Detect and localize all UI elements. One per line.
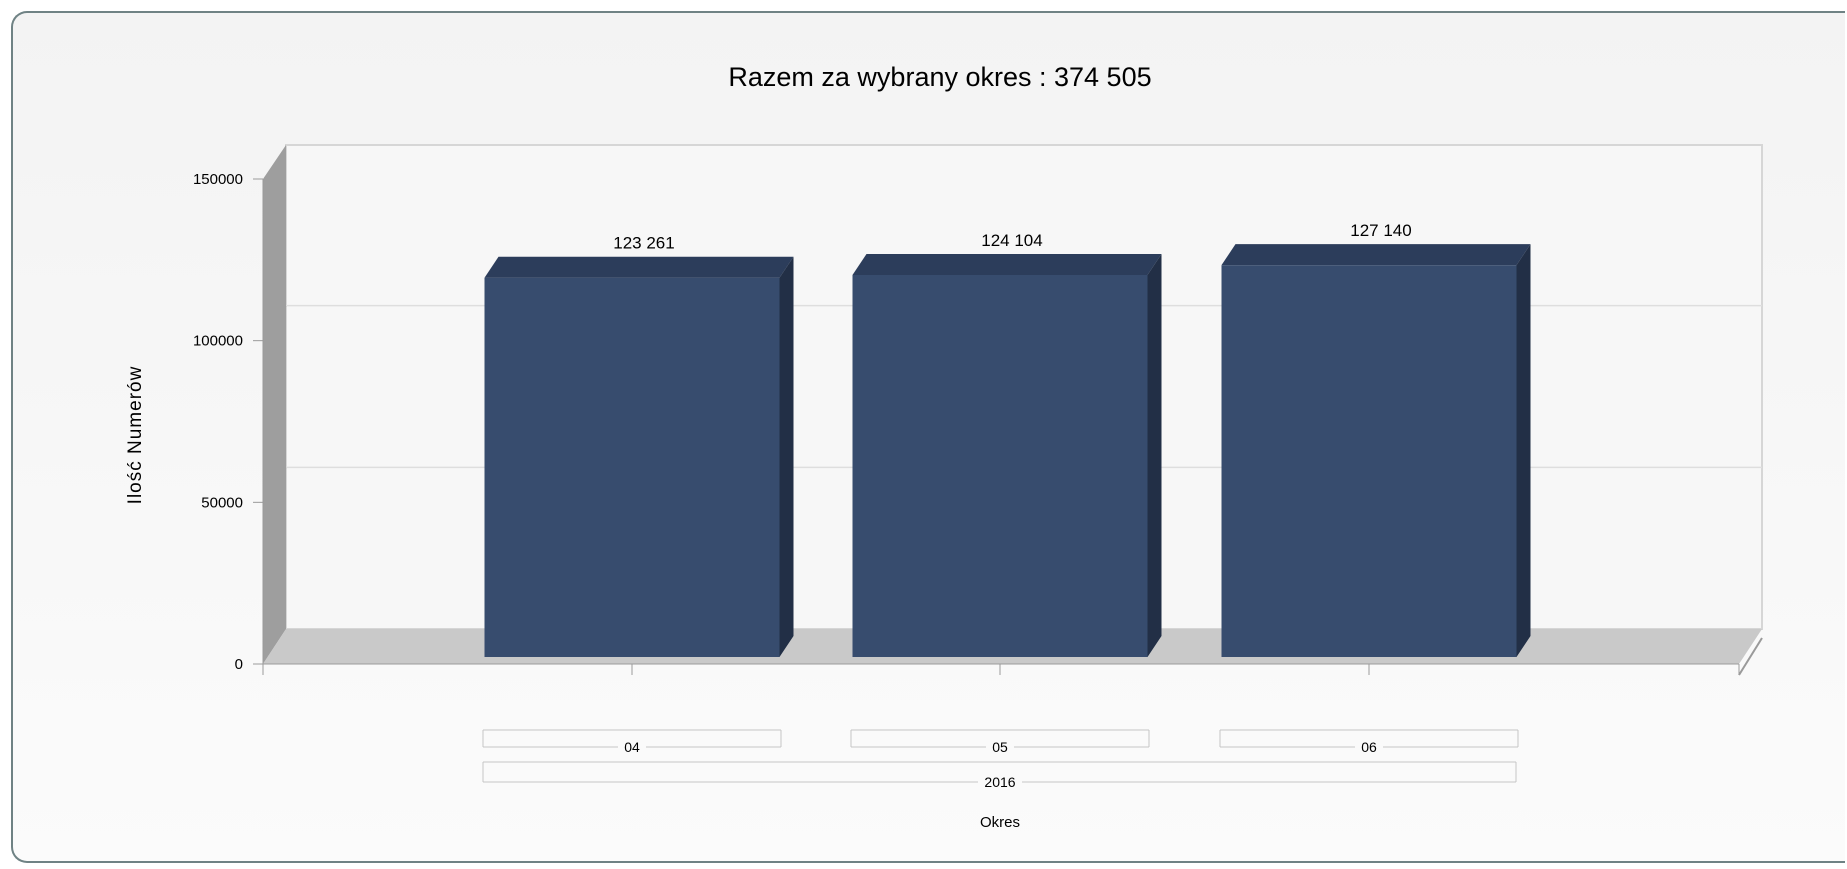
data-label: 123 261 bbox=[613, 234, 674, 253]
x-ticks bbox=[262, 664, 1740, 675]
bar-side bbox=[779, 256, 794, 657]
y-tick-label: 100000 bbox=[193, 333, 243, 350]
category-label: 04 bbox=[624, 739, 640, 755]
category-label: 05 bbox=[992, 739, 1008, 755]
y-tick-label: 0 bbox=[235, 656, 243, 673]
plot-left-wall bbox=[263, 145, 286, 664]
bar-side bbox=[1516, 244, 1531, 657]
bar-top bbox=[1221, 244, 1531, 266]
data-label: 124 104 bbox=[981, 231, 1042, 250]
category-label: 06 bbox=[1361, 739, 1377, 755]
bar-side bbox=[1147, 253, 1162, 657]
bar bbox=[1221, 265, 1517, 657]
group-label-2016: 2016 bbox=[984, 774, 1015, 790]
y-tick-label: 50000 bbox=[201, 494, 243, 511]
value-labels: 123 261 124 104 127 140 bbox=[613, 221, 1411, 253]
bar-top bbox=[852, 253, 1162, 275]
chart-title: Razem za wybrany okres : 374 505 bbox=[728, 62, 1151, 92]
y-axis-label: Ilość Numerów bbox=[125, 366, 146, 505]
x-axis-label: Okres bbox=[980, 814, 1020, 831]
bar bbox=[852, 274, 1148, 657]
bar-top bbox=[484, 256, 794, 278]
bars bbox=[484, 244, 1531, 657]
data-label: 127 140 bbox=[1350, 221, 1411, 240]
category-axis-labels: 04 05 06 bbox=[482, 729, 1519, 755]
floor-right-edge bbox=[1738, 637, 1763, 676]
y-tick-label: 150000 bbox=[193, 171, 243, 188]
y-ticks: 0 50000 100000 150000 bbox=[193, 171, 263, 673]
bar bbox=[484, 277, 780, 657]
